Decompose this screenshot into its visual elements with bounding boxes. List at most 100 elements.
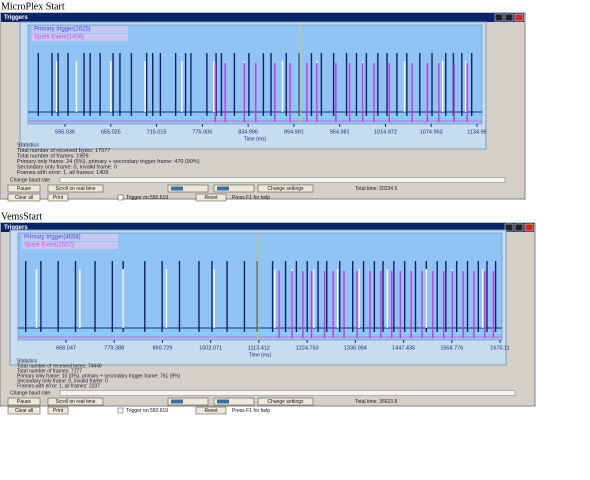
total-time: Total time: 20234.5 — [355, 186, 397, 192]
x-tick-label: 954.981 — [330, 129, 350, 135]
button[interactable] — [195, 193, 227, 202]
close-button[interactable] — [514, 13, 524, 22]
minimize-button[interactable] — [504, 13, 514, 22]
stats-line: Primary only frame: 24 (5%), primary + s… — [17, 159, 200, 165]
icon-button[interactable] — [167, 397, 209, 406]
icon-button[interactable] — [213, 397, 255, 406]
legend-box — [32, 26, 128, 33]
legend-box — [22, 242, 118, 249]
button-label: Change settings — [267, 186, 304, 192]
checkbox-label: Trigger on 550.619 — [126, 408, 168, 414]
x-tick-label: 715.015 — [147, 129, 167, 135]
baud-slider[interactable] — [59, 177, 506, 183]
button-label: Clear all — [15, 195, 33, 201]
total-time: Total time: 36623.8 — [355, 399, 397, 405]
legend-box — [32, 34, 128, 41]
help-text: Press F1 for help — [232, 195, 270, 201]
x-tick-label: 1224.753 — [296, 345, 319, 351]
button[interactable] — [7, 184, 41, 193]
window-title: Triggers — [4, 15, 28, 21]
stats-line: Frames with error: 1, all frames: 1409 — [17, 170, 108, 176]
x-tick-label: 1134.95 — [467, 129, 486, 135]
x-tick-label: 668.047 — [56, 345, 76, 351]
x-tick-label: 1336.094 — [344, 345, 367, 351]
button[interactable] — [257, 184, 314, 193]
button[interactable] — [195, 406, 227, 415]
help-text: Press F1 for help — [232, 408, 270, 414]
legend-entry: Spark Event(1406) — [34, 35, 84, 41]
x-tick-label: 1447.435 — [392, 345, 415, 351]
legend-box — [22, 234, 118, 241]
button-label: Print — [53, 195, 64, 201]
stats-line: Statistics — [17, 142, 39, 148]
caption: MicroPlex Start — [1, 1, 65, 12]
legend-entry: Primary trigger(4658) — [24, 235, 81, 241]
icon — [217, 399, 229, 404]
x-tick-label: 775.006 — [192, 129, 212, 135]
button-label: Pause — [17, 186, 31, 192]
plot-area — [17, 232, 503, 341]
window-title: Triggers — [4, 225, 28, 231]
button[interactable] — [47, 184, 104, 193]
stats-line: Primary only frame: 10 (0%), primary + s… — [17, 373, 181, 379]
icon — [171, 186, 183, 191]
button[interactable] — [47, 397, 104, 406]
icon-button[interactable] — [167, 184, 209, 193]
x-tick-label: 1074.963 — [420, 129, 443, 135]
x-tick-label: 779.388 — [104, 345, 124, 351]
button[interactable] — [7, 397, 41, 406]
x-tick-label: 1113.412 — [248, 345, 270, 351]
x-tick-label: 595.036 — [55, 129, 75, 135]
checkbox[interactable] — [117, 407, 124, 414]
legend-entry: Spark Event(2507) — [24, 243, 74, 249]
button-label: Print — [53, 408, 64, 414]
x-axis-label: Time (ms) — [244, 136, 267, 142]
button[interactable] — [7, 193, 41, 202]
x-tick-label: 894.991 — [284, 129, 304, 135]
minimize-button[interactable] — [514, 223, 524, 232]
button[interactable] — [47, 193, 69, 202]
baud-slider[interactable] — [59, 390, 516, 396]
x-tick-label: 834.996 — [238, 129, 258, 135]
button-label: Reset — [204, 408, 218, 414]
baud-label: Change baud rate — [10, 390, 50, 396]
x-tick-label: 1558.776 — [440, 345, 463, 351]
button-label: Reset — [204, 195, 218, 201]
stats-line: Statistics — [17, 358, 38, 364]
help-button[interactable] — [494, 13, 504, 22]
button[interactable] — [7, 406, 41, 415]
button-label: Scroll on real time — [55, 186, 95, 192]
icon — [217, 186, 229, 191]
stats-line: Total number of frames: 1909 — [17, 153, 89, 159]
stats-line: Frames with error: 1, all frames: 2237 — [17, 383, 100, 389]
button-label: Scroll on real time — [55, 399, 95, 405]
legend-entry: Primary trigger(2625) — [34, 27, 91, 33]
x-tick-label: 890.729 — [153, 345, 173, 351]
stats-line: Total number of received bytes: 74446 — [17, 363, 102, 369]
help-button[interactable] — [504, 223, 514, 232]
x-tick-label: 1670.11 — [490, 345, 509, 351]
stats-line: Total number of received bytes: 17077 — [17, 148, 110, 154]
close-button[interactable] — [524, 223, 534, 232]
x-axis-label: Time (ms) — [249, 352, 272, 358]
checkbox[interactable] — [117, 194, 124, 201]
button[interactable] — [257, 397, 314, 406]
icon-button[interactable] — [213, 184, 255, 193]
x-tick-label: 1002.071 — [199, 345, 222, 351]
stats-line: Secondary only frame: 0, invalid frame: … — [17, 164, 117, 170]
checkbox-label: Trigger on 550.619 — [126, 195, 168, 201]
caption: VemsStart — [1, 211, 42, 222]
baud-label: Change baud rate — [10, 177, 50, 183]
button-label: Change settings — [267, 399, 304, 405]
title-bar — [1, 223, 534, 232]
x-tick-label: 655.025 — [101, 129, 121, 135]
stats-line: Secondary only frame: 0, invalid frame: … — [17, 378, 108, 384]
title-bar — [1, 13, 524, 22]
x-tick-label: 1014.972 — [374, 129, 397, 135]
stats-line: Total number of frames: 7177 — [17, 368, 82, 374]
icon — [171, 399, 183, 404]
button-label: Clear all — [15, 408, 33, 414]
button[interactable] — [47, 406, 69, 415]
